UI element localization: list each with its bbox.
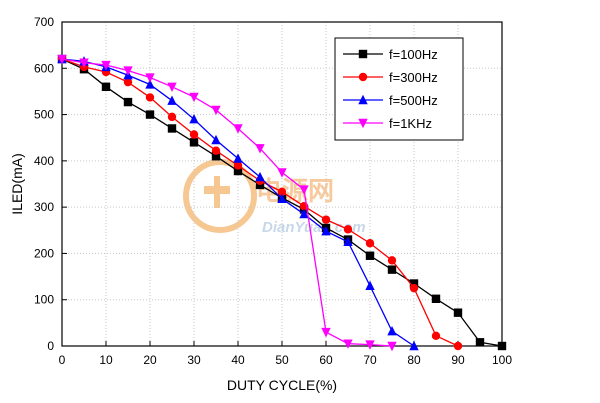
y-axis-title: ILED(mA) [9,153,25,214]
x-tick-label: 70 [363,353,377,367]
data-point [299,208,309,219]
data-point [101,82,111,91]
data-point [475,338,485,347]
data-point [211,105,221,116]
y-tick-label: 700 [34,15,54,29]
watermark: 电源网 DianYuan.com [183,159,366,236]
y-tick-label: 500 [34,108,54,122]
data-point [167,124,177,133]
data-point [277,168,287,178]
x-tick-label: 10 [99,353,113,367]
data-point [145,79,155,89]
data-point [299,185,309,195]
data-point [233,153,243,163]
data-point [321,226,331,236]
data-point [431,331,441,341]
data-point [79,58,89,68]
data-point [255,171,265,182]
data-point [365,340,375,350]
x-tick-label: 60 [319,353,333,367]
data-point [145,73,155,83]
y-tick-label: 400 [34,154,54,168]
data-point [167,95,177,105]
data-point [497,341,507,351]
x-axis-title: DUTY CYCLE(%) [227,377,337,393]
plot-area: 0 10 20 30 40 50 60 70 80 90 100 0 100 200 300 400 500 60… [9,15,512,393]
watermark-brand: 电源网 [256,176,334,206]
y-tick-label: 200 [34,246,54,260]
data-point [409,340,419,351]
data-point [343,339,353,349]
data-point [57,54,67,65]
data-point [211,152,221,161]
x-tick-label: 40 [231,353,245,367]
data-point [453,341,463,351]
data-point [255,144,265,154]
y-tick-label: 600 [34,61,54,75]
watermark-url: DianYuan.com [262,219,366,236]
legend-label: f=500Hz [389,93,438,108]
series-line [61,58,393,347]
data-point [453,308,463,317]
data-point [343,236,353,247]
data-point [321,327,331,338]
data-point [343,225,353,234]
data-point [387,325,397,336]
data-point [167,112,177,122]
data-point [123,77,133,87]
data-point [167,82,177,92]
legend-label: f=300Hz [389,70,438,85]
x-tick-label: 20 [143,353,157,367]
data-point [101,60,111,71]
data-point [123,97,133,107]
data-point [431,294,441,303]
data-point [233,166,243,176]
data-point [189,138,199,147]
data-point [277,187,287,197]
data-point [145,110,155,119]
watermark-logo-ring [183,159,257,233]
y-tick-label: 100 [34,293,54,307]
legend-label: f=1KHz [389,116,432,131]
data-point [277,193,287,204]
legend-label: f=100Hz [389,47,438,62]
legend-marker [358,94,368,105]
data-point [189,92,199,103]
data-point [387,265,397,274]
data-point [365,251,375,260]
x-tick-label: 0 [59,353,66,367]
legend-marker [358,118,368,129]
x-tick-label: 50 [275,353,289,367]
data-point [189,130,199,139]
data-point [409,279,419,288]
x-tick-label: 90 [451,353,465,367]
data-point [211,146,221,155]
legend-marker [358,72,368,82]
legend-marker [358,49,368,59]
y-tick-label: 0 [47,339,54,353]
data-point [365,239,375,248]
data-point [233,161,243,170]
data-point [211,134,221,145]
data-point [387,341,397,352]
y-tick-label: 300 [34,200,54,214]
data-point [387,256,397,265]
x-tick-label: 100 [492,353,512,367]
data-point [123,66,133,76]
data-point [233,124,243,134]
data-point [365,280,375,291]
data-point [145,93,155,102]
data-point [321,215,331,224]
data-point [189,114,199,124]
x-tick-label: 80 [407,353,421,367]
watermark-plug-icon [204,176,230,208]
x-tick-label: 30 [187,353,201,367]
data-point [409,283,419,293]
